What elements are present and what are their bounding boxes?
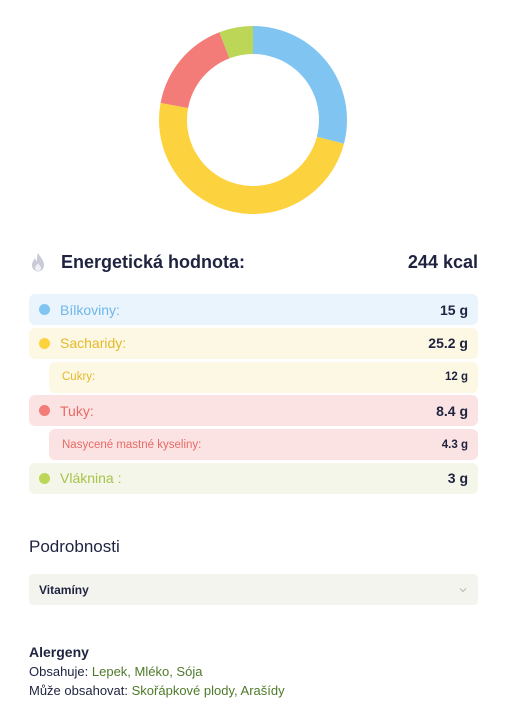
donut-slice-sacharidy <box>159 102 344 215</box>
nutrient-label: Tuky: <box>60 402 94 419</box>
donut-slice-vl-knina <box>219 26 253 59</box>
nutrient-row: Vláknina : 3 g <box>29 462 478 494</box>
donut-slice-b-lkoviny <box>253 26 347 144</box>
chevron-down-icon <box>458 585 468 595</box>
flame-icon <box>29 251 47 273</box>
nutrient-dot-icon <box>39 304 50 315</box>
allergens-contains-value: Lepek, Mléko, Sója <box>91 664 203 679</box>
nutrient-list: Bílkoviny: 15 g Sacharidy: 25.2 g Cukry: 12 g… <box>29 294 478 497</box>
allergens-may-contain: Může obsahovat: Skořápkové plody, Arašíd… <box>29 681 285 700</box>
nutrient-value: 3 g <box>447 470 468 487</box>
energy-row: Energetická hodnota: 244 kcal <box>29 248 478 276</box>
allergens-title: Alergeny <box>29 644 89 660</box>
allergens-contains: Obsahuje: Lepek, Mléko, Sója <box>29 662 285 681</box>
macro-donut-chart <box>158 25 348 215</box>
nutrient-label: Bílkoviny: <box>60 301 120 318</box>
allergens-may-contain-value: Skořápkové plody, Arašídy <box>131 683 285 698</box>
nutrient-dot-icon <box>39 472 50 484</box>
nutrient-dot-icon <box>39 337 50 349</box>
details-select[interactable]: Vitamíny <box>29 574 478 605</box>
donut-slice-tuky <box>160 32 230 109</box>
nutrient-label: Cukry: <box>62 371 96 384</box>
nutrient-value: 12 g <box>444 371 468 384</box>
nutrient-value: 8.4 g <box>436 402 468 419</box>
nutrient-value: 25.2 g <box>428 335 468 352</box>
allergens-section: Alergeny Obsahuje: Lepek, Mléko, Sója Mů… <box>29 643 285 700</box>
allergens-may-contain-label: Může obsahovat: <box>29 683 129 698</box>
details-select-value: Vitamíny <box>39 582 89 597</box>
nutrient-row: Tuky: 8.4 g <box>29 395 478 427</box>
donut-svg <box>159 26 347 215</box>
nutrient-row: Bílkoviny: 15 g <box>29 294 478 325</box>
nutrient-label: Sacharidy: <box>60 335 127 352</box>
nutrient-sub-row: Nasycené mastné kyseliny: 4.3 g <box>49 429 478 461</box>
nutrient-value: 15 g <box>439 301 468 318</box>
nutrient-value: 4.3 g <box>441 438 468 451</box>
nutrient-dot-icon <box>39 405 50 417</box>
energy-label: Energetická hodnota: <box>61 251 246 272</box>
energy-value: 244 kcal <box>407 251 478 272</box>
details-title: Podrobnosti <box>29 537 120 556</box>
allergens-contains-label: Obsahuje: <box>29 664 89 679</box>
nutrient-label: Nasycené mastné kyseliny: <box>62 438 202 451</box>
nutrient-sub-row: Cukry: 12 g <box>49 361 478 393</box>
nutrient-label: Vláknina : <box>60 470 122 487</box>
nutrient-row: Sacharidy: 25.2 g <box>29 327 478 359</box>
